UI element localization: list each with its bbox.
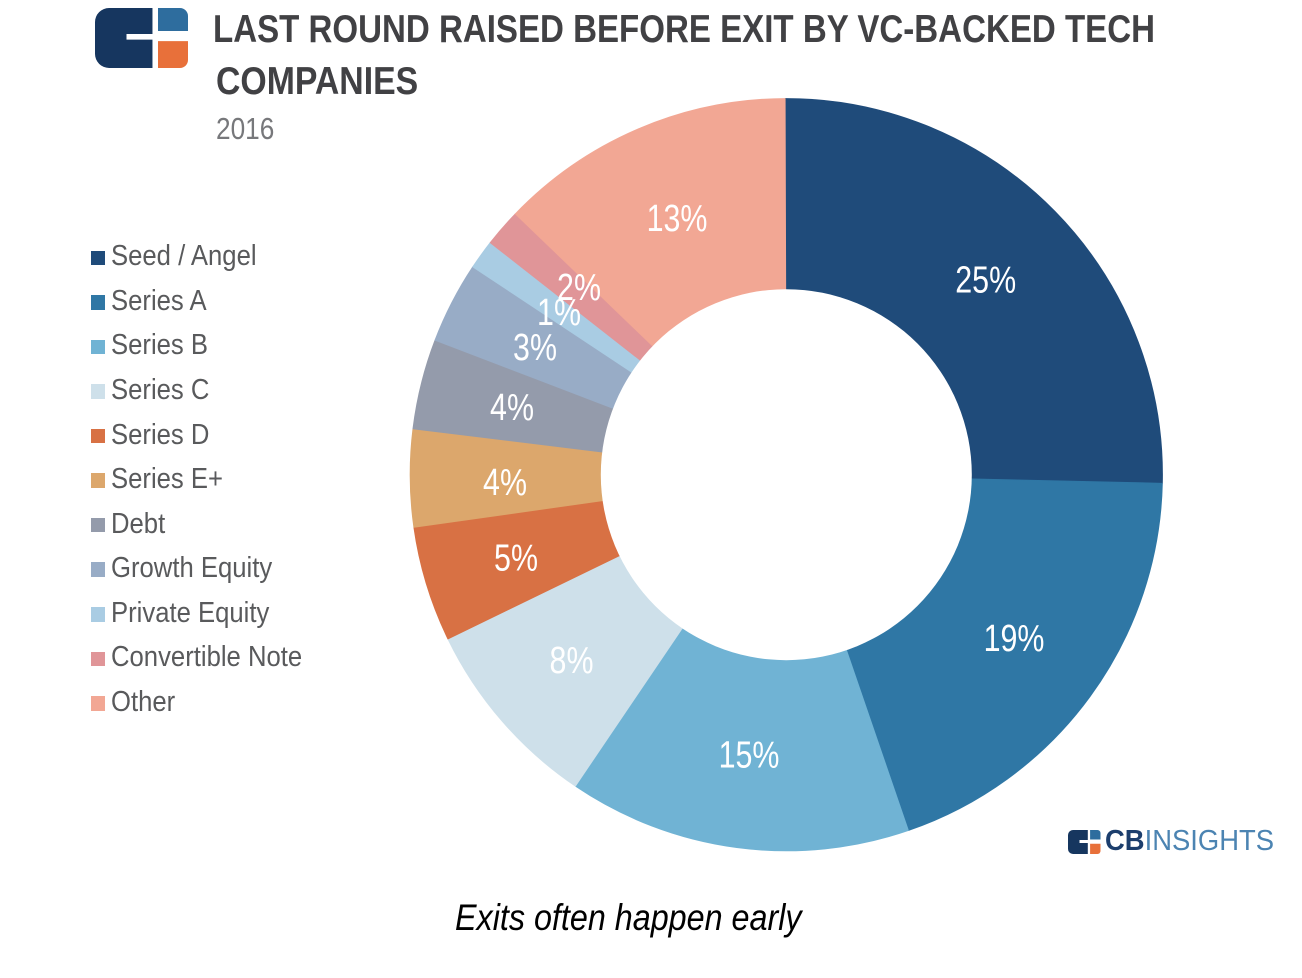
- svg-text:4%: 4%: [483, 462, 527, 504]
- svg-text:3%: 3%: [513, 327, 557, 369]
- svg-text:4%: 4%: [490, 387, 534, 429]
- svg-text:1%: 1%: [537, 292, 581, 334]
- svg-text:2%: 2%: [557, 267, 601, 309]
- svg-text:15%: 15%: [719, 734, 780, 776]
- svg-text:8%: 8%: [550, 640, 594, 682]
- svg-text:25%: 25%: [955, 260, 1016, 302]
- svg-text:5%: 5%: [494, 537, 538, 579]
- svg-text:19%: 19%: [984, 618, 1045, 660]
- svg-text:13%: 13%: [647, 198, 708, 240]
